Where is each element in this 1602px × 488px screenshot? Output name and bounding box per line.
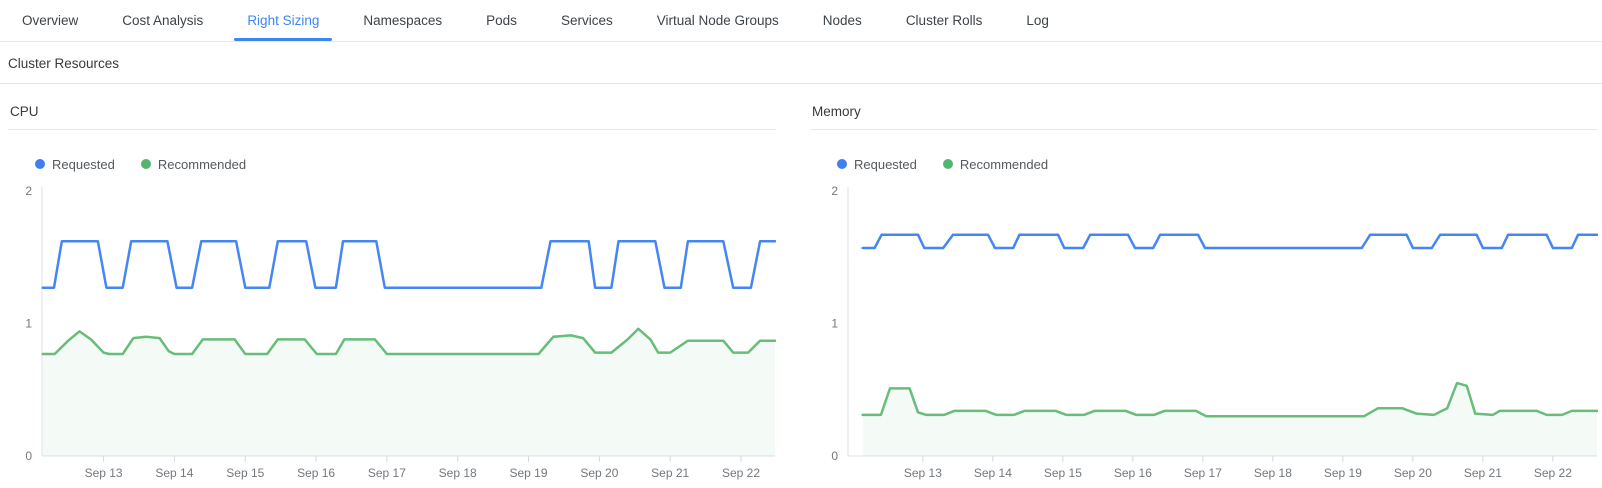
x-tick-label: Sep 18 xyxy=(439,466,477,480)
x-tick-label: Sep 20 xyxy=(1394,466,1432,480)
tab-cluster-rolls[interactable]: Cluster Rolls xyxy=(905,13,983,28)
tab-namespaces[interactable]: Namespaces xyxy=(363,13,443,28)
recommended-area xyxy=(42,328,775,456)
x-tick-label: Sep 16 xyxy=(1114,466,1152,480)
requested-series-dot-icon xyxy=(837,159,847,169)
requested-line xyxy=(861,233,1598,250)
tab-pods[interactable]: Pods xyxy=(486,13,517,28)
legend-label: Requested xyxy=(854,156,917,172)
charts-row: CPU Requested Recommended 0 1 2 Sep 13 Sep 14… xyxy=(0,84,1602,488)
legend-label: Requested xyxy=(52,156,115,172)
y-tick-label: 2 xyxy=(831,184,838,198)
memory-panel: Memory Requested Recommended 0 1 2 Sep 13 Sep… xyxy=(810,84,1598,488)
memory-chart-svg: 0 1 2 Sep 13 Sep 14 Sep 15 Sep 16 Sep 17 Sep 18 S… xyxy=(831,184,1598,480)
x-tick-label: Sep 21 xyxy=(651,466,689,480)
x-tick-label: Sep 19 xyxy=(509,466,547,480)
y-tick-label: 1 xyxy=(831,317,838,331)
x-tick-label: Sep 14 xyxy=(974,466,1012,480)
y-tick-label: 2 xyxy=(25,184,32,198)
cpu-chart-legend: Requested Recommended xyxy=(35,156,776,172)
recommended-series-dot-icon xyxy=(942,159,953,169)
legend-label: Recommended xyxy=(157,156,247,172)
page-section-title: Cluster Resources xyxy=(0,42,1602,84)
x-tick-label: Sep 17 xyxy=(368,466,406,480)
y-tick-label: 0 xyxy=(25,449,32,463)
legend-label: Recommended xyxy=(959,156,1049,172)
tab-virtual-node-groups[interactable]: Virtual Node Groups xyxy=(656,13,779,28)
cpu-chart-svg: 0 1 2 Sep 13 Sep 14 Sep 15 Sep 16 Sep 17 Sep 18 S… xyxy=(25,184,776,480)
cpu-panel: CPU Requested Recommended 0 1 2 Sep 13 Sep 14… xyxy=(8,84,776,488)
recommended-line xyxy=(861,381,1598,418)
x-tick-label: Sep 13 xyxy=(904,466,942,480)
legend-item-recommended[interactable]: Recommended xyxy=(140,156,247,172)
memory-chart-title: Memory xyxy=(810,104,1598,130)
cpu-chart-title: CPU xyxy=(8,104,776,130)
x-tick-label: Sep 21 xyxy=(1464,466,1502,480)
recommended-line xyxy=(41,327,776,356)
requested-series-dot-icon xyxy=(35,159,45,169)
recommended-series-dot-icon xyxy=(140,159,151,169)
x-tick-label: Sep 18 xyxy=(1254,466,1292,480)
tab-bar: Overview Cost Analysis Right Sizing Namespa… xyxy=(0,0,1602,42)
tab-nodes[interactable]: Nodes xyxy=(822,13,862,28)
legend-item-requested[interactable]: Requested xyxy=(837,157,917,172)
x-tick-label: Sep 17 xyxy=(1184,466,1222,480)
x-tick-label: Sep 13 xyxy=(85,466,123,480)
x-tick-label: Sep 22 xyxy=(722,466,760,480)
memory-chart-legend: Requested Recommended xyxy=(837,156,1598,172)
tab-overview[interactable]: Overview xyxy=(22,13,79,28)
legend-item-requested[interactable]: Requested xyxy=(35,157,115,172)
legend-item-recommended[interactable]: Recommended xyxy=(942,156,1049,172)
x-tick-label: Sep 22 xyxy=(1534,466,1572,480)
x-tick-label: Sep 20 xyxy=(580,466,618,480)
x-tick-label: Sep 19 xyxy=(1324,466,1362,480)
tab-right-sizing[interactable]: Right Sizing xyxy=(225,0,341,41)
x-tick-label: Sep 16 xyxy=(297,466,335,480)
tab-log[interactable]: Log xyxy=(1026,13,1049,28)
y-tick-label: 1 xyxy=(25,317,32,331)
tab-services[interactable]: Services xyxy=(560,13,613,28)
x-tick-label: Sep 15 xyxy=(226,466,264,480)
x-tick-label: Sep 15 xyxy=(1044,466,1082,480)
y-tick-label: 0 xyxy=(831,449,838,463)
x-tick-label: Sep 14 xyxy=(155,466,193,480)
tab-cost-analysis[interactable]: Cost Analysis xyxy=(122,13,204,28)
requested-line xyxy=(41,240,776,289)
recommended-area xyxy=(862,383,1597,456)
